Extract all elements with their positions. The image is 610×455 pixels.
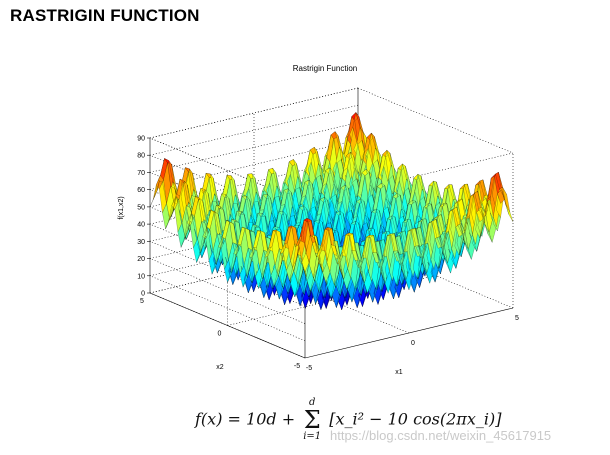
page-heading: RASTRIGIN FUNCTION	[10, 6, 200, 25]
x-tick-label: -5	[306, 365, 312, 372]
formula-lhs: f(x) = 10d +	[195, 409, 296, 429]
y-axis-label: x2	[216, 364, 224, 371]
z-tick-label: 10	[137, 273, 145, 280]
y-tick-label: 0	[218, 331, 222, 338]
z-tick-label: 60	[137, 187, 145, 194]
x-axis-label: x1	[395, 369, 403, 376]
y-tick-label: -5	[294, 363, 300, 370]
z-tick-label: 20	[137, 256, 145, 263]
watermark-url: https://blog.csdn.net/weixin_45617915	[330, 428, 552, 443]
grid-line	[149, 258, 306, 324]
z-tick-label: 90	[137, 136, 145, 143]
z-tick-label: 50	[137, 204, 145, 211]
grid-line	[149, 137, 306, 204]
axes-edge	[357, 87, 514, 154]
z-tick-label: 0	[141, 291, 145, 298]
z-tick-label: 30	[137, 239, 145, 246]
rastrigin-formula: f(x) = 10d + d Σ i=1 [x_i² − 10 cos(2πx_…	[195, 398, 501, 442]
surface-mesh	[149, 112, 514, 311]
y-tick-label: 5	[140, 298, 144, 305]
sum-symbol: Σ	[303, 406, 321, 434]
z-tick-label: 80	[137, 153, 145, 160]
surface-patch	[505, 204, 514, 222]
z-tick-label: 40	[137, 222, 145, 229]
x-tick-label: 0	[411, 340, 415, 347]
formula-rhs: [x_i² − 10 cos(2πx_i)]	[329, 409, 502, 429]
sum-lower-limit: i=1	[303, 431, 322, 442]
z-tick-label: 70	[137, 170, 145, 177]
grid-line	[149, 275, 306, 342]
summation: d Σ i=1	[303, 398, 321, 442]
sum-upper-limit: d	[308, 397, 316, 408]
chart-title: Rastrigin Function	[293, 64, 357, 73]
x-tick-label: 5	[515, 315, 519, 322]
surface-plot: Rastrigin Function 0102030405060708090-5…	[118, 64, 519, 376]
z-axis-label: f(x1,x2)	[118, 196, 125, 219]
